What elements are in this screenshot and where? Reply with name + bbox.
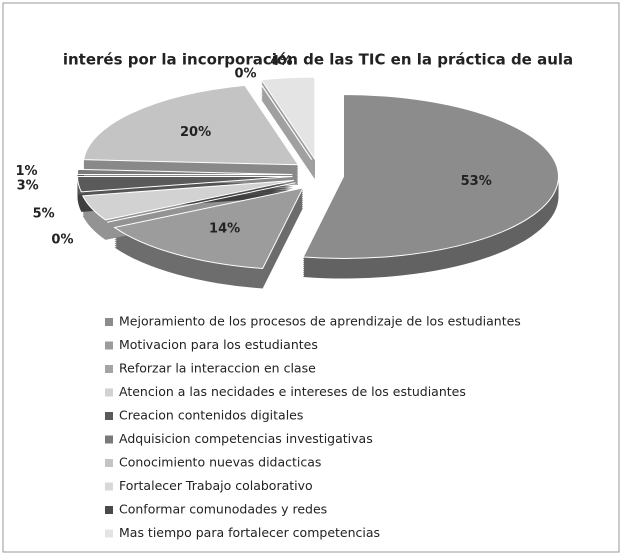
data-label: 1% — [16, 164, 38, 179]
legend-label: Mas tiempo para fortalecer competencias — [119, 525, 380, 540]
legend-label: Atencion a las necidades e intereses de … — [119, 384, 466, 399]
slice-side — [258, 96, 312, 176]
legend-swatch — [105, 459, 113, 467]
slice — [302, 94, 559, 259]
legend-swatch — [105, 412, 113, 420]
legend-label: Fortalecer Trabajo colaborativo — [119, 478, 313, 493]
legend-label: Conocimiento nuevas didacticas — [119, 455, 321, 470]
slice — [113, 187, 304, 270]
legend-swatch — [105, 388, 113, 397]
slice-side — [258, 98, 312, 178]
legend-label: Reforzar la interaccion en clase — [119, 361, 316, 376]
chart-title: interés por la incorporación de las TIC … — [63, 51, 573, 69]
data-label: 4% — [270, 54, 292, 69]
legend-swatch — [105, 365, 113, 373]
legend-label: Motivacion para los estudiantes — [119, 337, 318, 352]
data-label: 20% — [180, 125, 211, 140]
legend-swatch — [105, 435, 113, 444]
data-label: 53% — [461, 174, 492, 189]
data-label: 3% — [17, 178, 39, 193]
legend-swatch — [105, 506, 113, 514]
data-label: 0% — [51, 233, 73, 248]
slice — [81, 179, 295, 221]
data-label: 14% — [209, 222, 240, 237]
slice — [260, 76, 316, 161]
legend-swatch — [105, 529, 113, 538]
legend-swatch — [105, 482, 113, 491]
slice — [107, 182, 296, 223]
data-label: 5% — [33, 206, 55, 221]
data-label: 0% — [234, 67, 256, 82]
slice — [83, 84, 300, 166]
legend-label: Adquisicion competencias investigativas — [119, 431, 373, 446]
slice-side — [258, 100, 312, 180]
legend-label: Mejoramiento de los procesos de aprendiz… — [119, 314, 521, 329]
legend-label: Creacion contenidos digitales — [119, 408, 303, 423]
slice — [77, 176, 293, 193]
legend-swatch — [105, 318, 113, 326]
legend-label: Conformar comunodades y redes — [119, 502, 327, 517]
slice — [76, 168, 293, 175]
legend-swatch — [105, 341, 113, 350]
